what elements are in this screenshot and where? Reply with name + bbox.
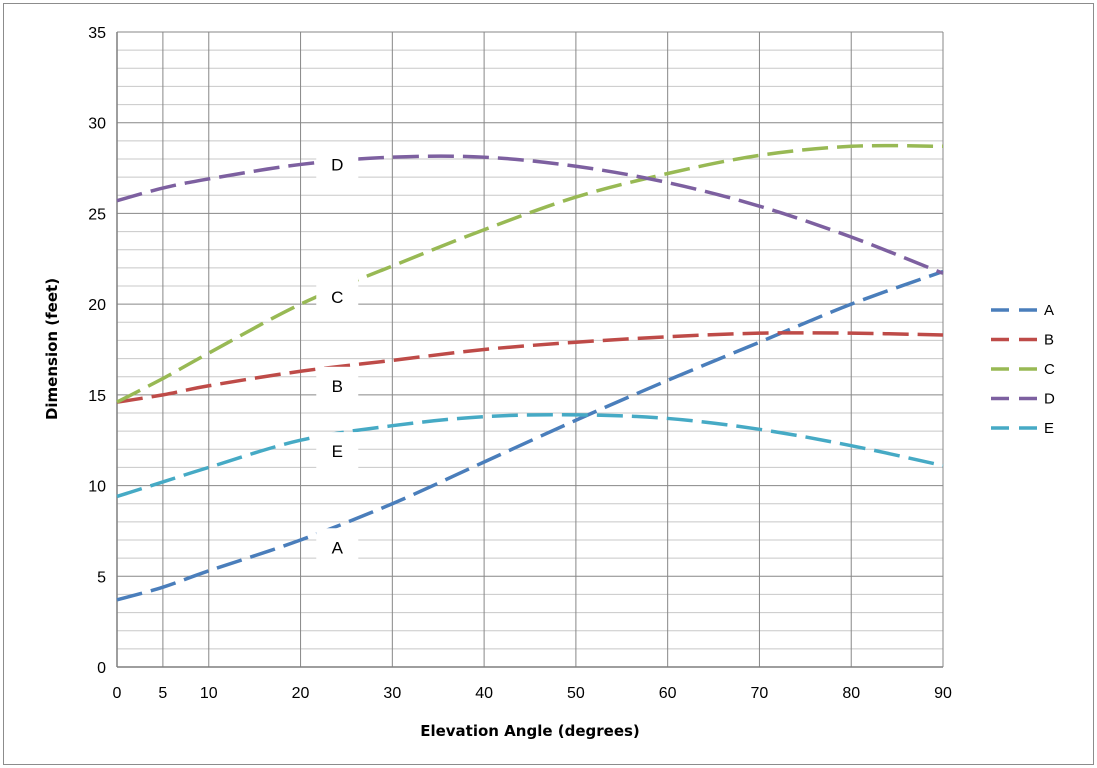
y-tick-label: 0 [97, 660, 106, 677]
y-tick-label: 25 [88, 206, 106, 223]
series-label-a: A [332, 538, 344, 557]
major-gridlines [117, 32, 943, 667]
y-tick-labels: 0 5 10 15 20 25 30 35 [88, 25, 106, 677]
series-label-d: D [331, 155, 343, 174]
y-tick-label: 5 [97, 569, 106, 586]
series-line-a [117, 271, 943, 599]
x-tick-label: 60 [659, 685, 677, 702]
x-tick-label: 50 [567, 685, 585, 702]
x-tick-label: 90 [934, 685, 952, 702]
x-tick-label: 40 [475, 685, 493, 702]
x-tick-label: 20 [292, 685, 310, 702]
legend-label-c: C [1044, 361, 1055, 378]
legend-label-e: E [1044, 420, 1054, 437]
x-tick-label: 30 [383, 685, 401, 702]
legend-label-b: B [1044, 332, 1054, 349]
series-line-c [117, 146, 943, 402]
series-label-e: E [332, 442, 343, 461]
series-label-c: C [331, 288, 343, 307]
x-tick-label: 5 [158, 685, 167, 702]
axes [117, 32, 943, 667]
x-axis-title: Elevation Angle (degrees) [420, 722, 640, 740]
legend: ABCDE [991, 302, 1055, 437]
legend-label-d: D [1044, 391, 1055, 408]
y-tick-label: 20 [88, 297, 106, 314]
x-tick-label: 10 [200, 685, 218, 702]
x-tick-label: 0 [113, 685, 122, 702]
inline-series-labels: A B C D E [316, 145, 358, 566]
series-line-e [117, 415, 943, 497]
series-line-d [117, 156, 943, 273]
y-tick-label: 15 [88, 388, 106, 405]
y-tick-label: 35 [88, 25, 106, 42]
x-tick-label: 80 [842, 685, 860, 702]
y-axis-title: Dimension (feet) [43, 278, 61, 420]
y-tick-label: 10 [88, 479, 106, 496]
x-tick-label: 70 [751, 685, 769, 702]
x-tick-labels: 0 5 10 20 30 40 50 60 70 80 90 [113, 685, 952, 702]
legend-label-a: A [1044, 302, 1054, 319]
series-label-b: B [332, 377, 343, 396]
y-tick-label: 30 [88, 116, 106, 133]
series-line-b [117, 333, 943, 402]
